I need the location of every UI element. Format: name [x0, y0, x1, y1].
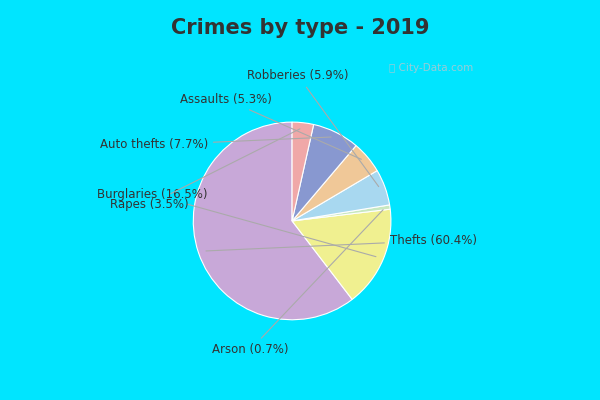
Wedge shape	[292, 124, 356, 221]
Text: Arson (0.7%): Arson (0.7%)	[212, 210, 383, 356]
Text: Auto thefts (7.7%): Auto thefts (7.7%)	[100, 137, 331, 151]
Text: Thefts (60.4%): Thefts (60.4%)	[206, 234, 477, 251]
Wedge shape	[292, 171, 389, 221]
Text: Crimes by type - 2019: Crimes by type - 2019	[171, 18, 429, 38]
Wedge shape	[292, 205, 390, 221]
Text: Burglaries (16.5%): Burglaries (16.5%)	[97, 188, 376, 257]
Wedge shape	[292, 146, 377, 221]
Text: ⓘ City-Data.com: ⓘ City-Data.com	[389, 63, 473, 73]
Text: Assaults (5.3%): Assaults (5.3%)	[180, 93, 361, 159]
Text: Rapes (3.5%): Rapes (3.5%)	[110, 129, 300, 211]
Wedge shape	[292, 209, 391, 300]
Wedge shape	[292, 122, 314, 221]
Text: Robberies (5.9%): Robberies (5.9%)	[247, 69, 379, 187]
Wedge shape	[193, 122, 352, 320]
